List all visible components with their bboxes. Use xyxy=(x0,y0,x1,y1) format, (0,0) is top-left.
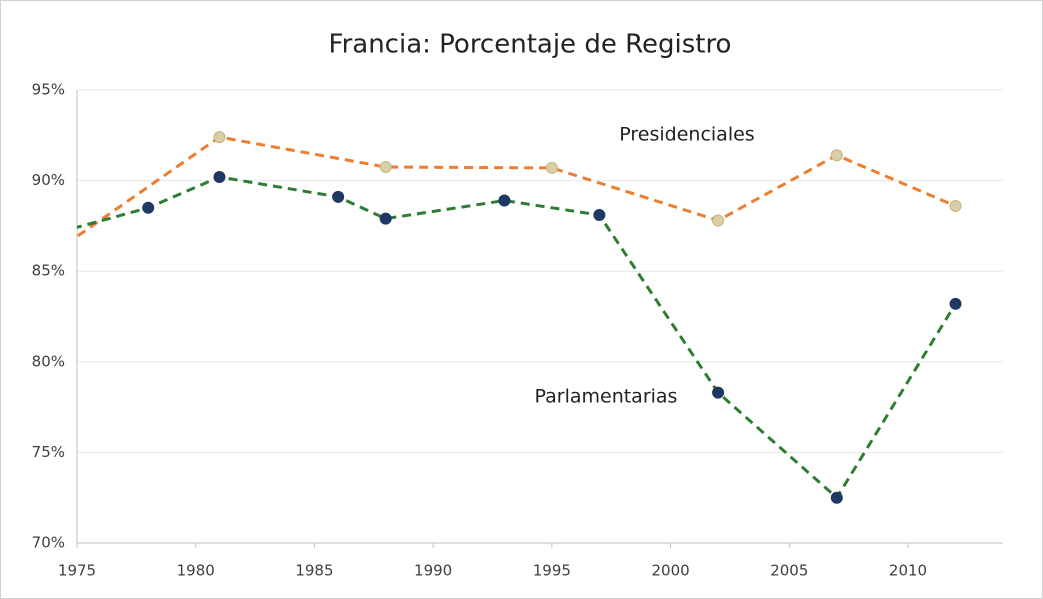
chart-title: Francia: Porcentaje de Registro xyxy=(329,30,732,60)
y-tick-label: 75% xyxy=(32,443,65,461)
data-point xyxy=(379,161,392,174)
data-point xyxy=(949,297,962,310)
grid xyxy=(76,89,1003,548)
data-point xyxy=(379,212,392,225)
data-point xyxy=(830,149,843,162)
x-tick-label: 1995 xyxy=(533,562,571,580)
x-tick-label: 1990 xyxy=(414,562,452,580)
data-point xyxy=(712,214,725,227)
data-point xyxy=(142,201,155,214)
y-tick-label: 95% xyxy=(32,81,65,99)
data-point xyxy=(949,199,962,212)
data-point xyxy=(498,194,511,207)
y-tick-label: 90% xyxy=(32,171,65,189)
series-label: Parlamentarias xyxy=(535,386,678,408)
x-tick-label: 2010 xyxy=(889,562,927,580)
data-point xyxy=(213,170,226,183)
data-point xyxy=(830,491,843,504)
data-point xyxy=(545,161,558,174)
x-tick-label: 1975 xyxy=(58,562,96,580)
data-point xyxy=(712,386,725,399)
data-point xyxy=(213,131,226,144)
series-label: Presidenciales xyxy=(619,124,754,146)
labels: 70% 75% 80% 85% 90% 95% 1975 1980 1985 1990 1995 20… xyxy=(32,81,927,580)
data-point xyxy=(593,209,606,222)
y-tick-label: 80% xyxy=(32,352,65,370)
x-tick-label: 1980 xyxy=(177,562,215,580)
x-tick-label: 2005 xyxy=(770,562,808,580)
y-tick-label: 70% xyxy=(32,534,65,552)
data-point xyxy=(332,190,345,203)
plot-area xyxy=(77,131,962,504)
x-tick-label: 2000 xyxy=(651,562,689,580)
x-tick-label: 1985 xyxy=(295,562,333,580)
y-tick-label: 85% xyxy=(32,262,65,280)
